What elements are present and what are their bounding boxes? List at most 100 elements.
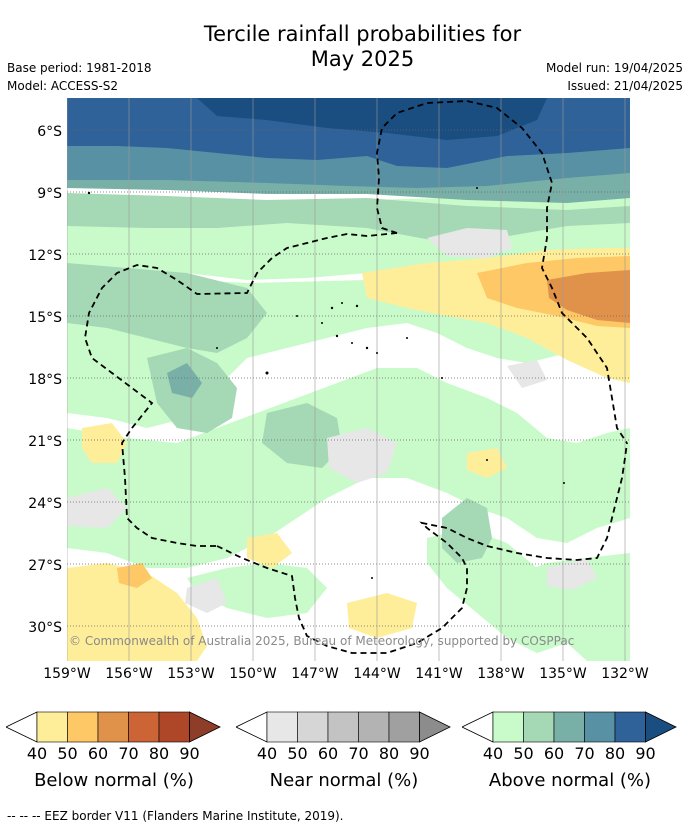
above-40-region-east: [507, 553, 630, 661]
above-50-blob-west: [67, 263, 267, 353]
legend-below-swatch-70-80: [128, 711, 160, 743]
legend-near-ticks: 40 50 60 70 80 90: [236, 744, 452, 764]
above-50-blob-east: [442, 498, 492, 563]
near-normal-patch-4: [185, 578, 227, 613]
legend-above-tick: 50: [513, 744, 534, 763]
lon-label-150w: 150°W: [229, 666, 277, 682]
lat-label-12s: 12°S: [28, 248, 62, 264]
eez-footnote: -- -- -- EEZ border V11 (Flanders Marine…: [7, 809, 344, 823]
lon-label-153w: 153°W: [167, 666, 215, 682]
rainfall-probability-map: [67, 98, 630, 661]
lon-label-147w: 147°W: [291, 666, 339, 682]
below-50-region-west: [117, 563, 152, 588]
below-40-region-mid-east: [467, 448, 507, 478]
lon-label-156w: 156°W: [105, 666, 153, 682]
meta-right: Model run: 19/04/2025 Issued: 21/04/2025: [546, 59, 683, 95]
legend-below-swatch-50-60: [67, 711, 99, 743]
legend-near-swatch-50-60: [297, 711, 329, 743]
legend-near-normal-colorbar: [236, 711, 451, 743]
legend-above-tick: 90: [635, 744, 656, 763]
meta-left: Base period: 1981-2018 Model: ACCESS-S2: [7, 59, 152, 95]
above-90-band: [197, 98, 547, 140]
above-60-blob-a: [167, 363, 202, 398]
legend-near-arrow-right: [419, 711, 451, 743]
near-normal-patch-1: [427, 228, 512, 258]
model-name: Model: ACCESS-S2: [7, 79, 119, 93]
near-normal-patch-3: [67, 488, 127, 528]
near-normal-patch-2: [327, 428, 397, 483]
legend-below-tick: 70: [118, 744, 139, 763]
map-copyright: © Commonwealth of Australia 2025, Bureau…: [69, 634, 575, 648]
legend-near-arrow-left: [236, 711, 268, 743]
legend-above-ticks: 40 50 60 70 80 90: [462, 744, 678, 764]
legend-below-tick: 80: [148, 744, 170, 763]
legend-above-swatch-70-80: [584, 711, 616, 743]
legend-below-arrow-left: [6, 711, 38, 743]
lon-label-138w: 138°W: [477, 666, 525, 682]
legend-near-swatch-40-50: [266, 711, 298, 743]
legend-above-arrow-left: [462, 711, 494, 743]
model-run: Model run: 19/04/2025: [545, 61, 683, 75]
meridians: [67, 98, 626, 661]
above-50-blob-south: [262, 403, 342, 468]
legend-above-title: Above normal (%): [488, 770, 652, 791]
eez-borders: [84, 100, 628, 654]
legend-near-title: Near normal (%): [269, 770, 419, 791]
lat-label-21s: 21°S: [28, 434, 62, 450]
legend-above-swatch-60-70: [553, 711, 585, 743]
legend-above-arrow-right: [645, 711, 677, 743]
legend-above-swatch-50-60: [523, 711, 555, 743]
legend-below-tick: 90: [179, 744, 200, 763]
lon-label-159w: 159°W: [43, 666, 91, 682]
legend-below-swatch-80-90: [158, 711, 190, 743]
legend-below-tick: 60: [87, 744, 109, 763]
lat-label-15s: 15°S: [28, 310, 62, 326]
legend-below-tick: 40: [26, 744, 48, 763]
legend-near-swatch-80-90: [388, 711, 420, 743]
legend-below-normal-colorbar: [6, 711, 221, 743]
legend-above-normal-colorbar: [462, 711, 677, 743]
gridlines: [67, 129, 630, 627]
near-normal-patch-5: [547, 558, 597, 590]
legend-below-tick: 50: [57, 744, 78, 763]
lon-label-144w: 144°W: [353, 666, 401, 682]
near-normal-patch-6: [507, 360, 547, 388]
lon-label-141w: 141°W: [415, 666, 463, 682]
legend-above-swatch-80-90: [614, 711, 646, 743]
title-line-2: May 2025: [310, 47, 415, 71]
base-period: Base period: 1981-2018: [7, 61, 152, 75]
legend-near-tick: 40: [256, 744, 278, 763]
legend-near-tick: 90: [409, 744, 430, 763]
lon-label-135w: 135°W: [539, 666, 587, 682]
below-60-region-east: [547, 270, 630, 323]
legend-below-swatch-60-70: [97, 711, 129, 743]
lat-label-24s: 24°S: [28, 496, 62, 512]
legend-below-title: Below normal (%): [34, 770, 194, 791]
islands: [87, 187, 565, 579]
legend-near-tick: 70: [348, 744, 369, 763]
legend-near-tick: 80: [378, 744, 400, 763]
below-40-region-mid: [82, 423, 127, 463]
issued-date: Issued: 21/04/2025: [567, 79, 683, 93]
legend-above-tick: 40: [482, 744, 504, 763]
legend-above-tick: 70: [574, 744, 595, 763]
title-line-1: Tercile rainfall probabilities for: [203, 22, 522, 46]
legend-above-swatch-40-50: [492, 711, 524, 743]
legend-near-tick: 50: [287, 744, 308, 763]
lat-label-9s: 9°S: [37, 186, 62, 202]
lat-label-6s: 6°S: [37, 124, 62, 140]
legend-near-tick: 60: [317, 744, 339, 763]
below-40-region-south-center: [247, 533, 292, 568]
legend-near-swatch-60-70: [327, 711, 359, 743]
lat-label-27s: 27°S: [28, 558, 62, 574]
legend-near-swatch-70-80: [358, 711, 390, 743]
lat-label-30s: 30°S: [28, 620, 62, 636]
lon-label-132w: 132°W: [601, 666, 649, 682]
legend-below-swatch-40-50: [36, 711, 68, 743]
legend-above-tick: 80: [604, 744, 626, 763]
lat-label-18s: 18°S: [28, 372, 62, 388]
legend-below-ticks: 40 50 60 70 80 90: [6, 744, 222, 764]
map-title: Tercile rainfall probabilities for May 2…: [130, 22, 595, 72]
below-40-region-south: [347, 593, 417, 638]
legend-above-tick: 60: [543, 744, 565, 763]
